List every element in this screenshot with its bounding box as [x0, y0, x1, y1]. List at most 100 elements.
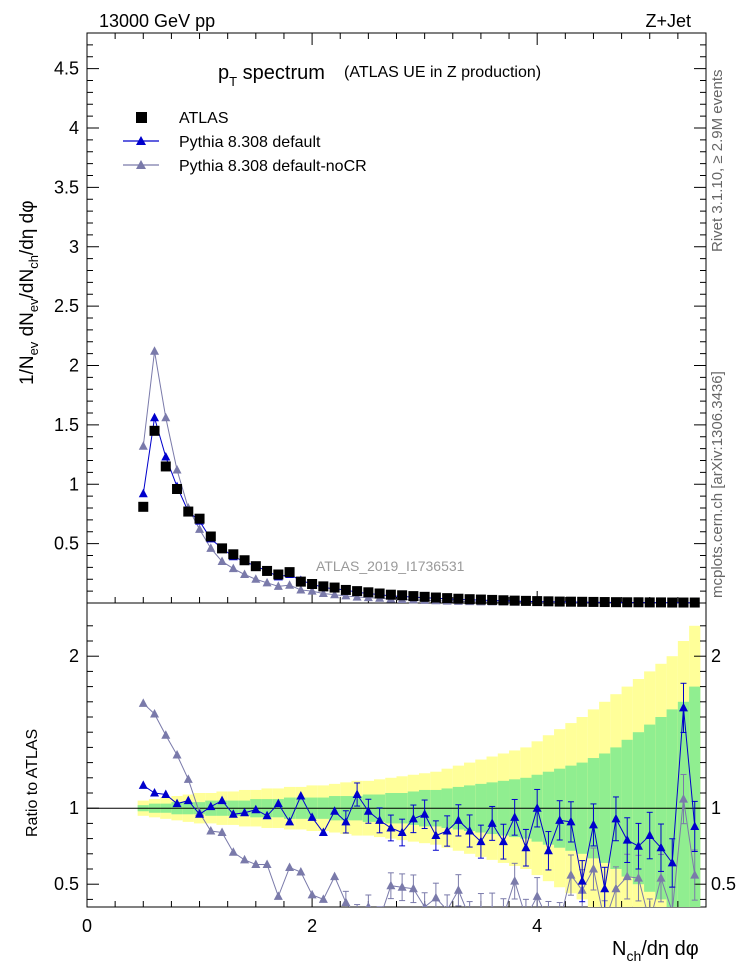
legend-label-atlas: ATLAS	[179, 110, 229, 127]
ratio-nocr-point	[183, 774, 193, 783]
nocr-point	[330, 589, 340, 599]
mcplots-label: mcplots.cern.ch [arXiv:1306.3436]	[709, 371, 726, 598]
atlas-point	[532, 596, 543, 607]
ratio-default-point	[420, 809, 430, 818]
atlas-point	[284, 567, 295, 578]
default-point	[150, 412, 160, 422]
ratio-default-point	[453, 815, 463, 824]
ratio-nocr-point	[408, 883, 418, 893]
default-line	[142, 417, 695, 604]
ratio-nocr-point	[600, 917, 609, 926]
atlas-point	[475, 594, 486, 605]
ratio-default-point	[206, 801, 216, 811]
ratio-nocr-point	[446, 905, 449, 907]
nocr-point	[352, 592, 362, 601]
ratio-nocr-point	[544, 916, 553, 925]
atlas-point	[408, 591, 419, 602]
ratio-nocr-point	[353, 911, 362, 920]
ratio-default-point	[543, 845, 553, 855]
y-tick-label: 2.5	[54, 296, 79, 316]
ratio-default-point	[633, 841, 643, 850]
atlas-point	[352, 586, 363, 597]
band-inner	[689, 686, 701, 907]
atlas-point	[678, 597, 689, 608]
x-tick-label: 0	[82, 916, 92, 936]
atlas-point	[655, 597, 666, 608]
rivet-label: Rivet 3.1.10, ≥ 2.9M events	[709, 70, 726, 253]
ratio-nocr-point	[690, 870, 700, 879]
ratio-y-tick-label-right: 0.5	[711, 874, 736, 894]
ratio-y-axis-label: Ratio to ATLAS	[24, 729, 41, 837]
nocr-point	[251, 574, 261, 583]
atlas-point	[149, 425, 160, 436]
ratio-default-point	[487, 818, 497, 827]
ratio-default-point	[161, 789, 171, 799]
ratio-default-point	[296, 791, 306, 800]
ratio-default-point	[408, 813, 418, 823]
ratio-default-point	[341, 816, 351, 826]
nocr-point	[228, 563, 238, 573]
legend-label-default: Pythia 8.308 default	[179, 134, 321, 151]
ratio-nocr-point	[656, 873, 666, 882]
ratio-nocr-point	[172, 750, 182, 759]
ratio-default-point	[476, 836, 486, 846]
ratio-default-point	[588, 819, 598, 829]
nocr-point	[138, 441, 148, 450]
default-point	[161, 451, 171, 461]
analysis-label: ATLAS_2019_I1736531	[316, 558, 465, 574]
ratio-default-point	[510, 812, 520, 821]
ratio-series	[138, 682, 700, 926]
ratio-default-point	[577, 876, 587, 885]
y-tick-label: 1.5	[54, 415, 79, 435]
atlas-point	[633, 597, 644, 608]
atlas-point	[374, 588, 385, 599]
ratio-nocr-point	[479, 905, 482, 907]
ratio-nocr-point	[341, 897, 351, 906]
ratio-default-point	[566, 816, 576, 826]
atlas-point	[509, 595, 520, 606]
ratio-nocr-point	[285, 862, 295, 871]
y-tick-label: 4	[69, 118, 79, 138]
ratio-nocr-point	[307, 889, 317, 899]
ratio-default-point	[431, 830, 441, 840]
ratio-default-point	[172, 798, 182, 808]
nocr-point	[172, 465, 182, 474]
uncertainty-bands	[87, 625, 706, 907]
atlas-point	[554, 596, 565, 607]
ratio-nocr-point	[588, 864, 598, 873]
ratio-default-point	[532, 803, 542, 812]
y-tick-label: 3.5	[54, 177, 79, 197]
ratio-nocr-point	[555, 917, 564, 926]
energy-label: 13000 GeV pp	[99, 11, 215, 31]
atlas-point	[385, 589, 396, 600]
ratio-nocr-point	[678, 794, 688, 803]
x-tick-label: 4	[532, 916, 542, 936]
ratio-default-point	[555, 815, 565, 824]
atlas-point	[577, 596, 588, 607]
nocr-point	[296, 584, 306, 594]
ratio-nocr-point	[206, 826, 216, 835]
ratio-default-point	[600, 883, 610, 893]
atlas-point	[217, 543, 228, 554]
ratio-nocr-point	[510, 876, 520, 885]
legend-marker-default	[136, 136, 146, 145]
ratio-default-point	[375, 815, 385, 824]
atlas-point	[239, 555, 250, 566]
atlas-point	[183, 506, 194, 517]
atlas-point	[340, 584, 351, 595]
nocr-point	[161, 412, 171, 422]
atlas-point	[307, 579, 318, 589]
ratio-nocr-point	[465, 913, 474, 922]
nocr-point	[285, 580, 295, 589]
y-axis-label: 1/Nev dNev/dNch/dη dφ	[17, 200, 41, 385]
atlas-point	[295, 576, 306, 587]
ratio-nocr-point	[397, 882, 407, 891]
legend-marker-nocr	[136, 160, 146, 169]
atlas-point	[205, 531, 216, 542]
atlas-point	[363, 587, 374, 598]
ratio-nocr-point	[375, 914, 384, 923]
ratio-nocr-point	[491, 905, 494, 907]
nocr-point	[240, 569, 250, 578]
ratio-default-point	[678, 702, 688, 712]
ratio-nocr-point	[633, 873, 643, 882]
